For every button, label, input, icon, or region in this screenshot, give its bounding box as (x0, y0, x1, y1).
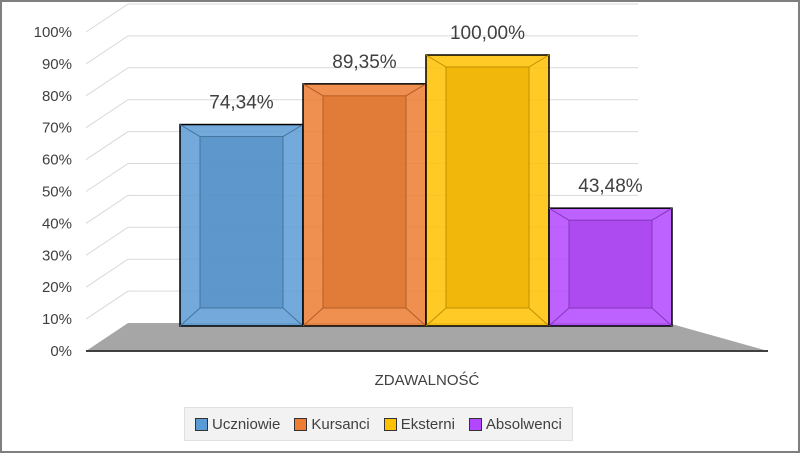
bar-edge (405, 307, 427, 327)
y-tick-label: 80% (42, 88, 72, 105)
legend-swatch (383, 417, 397, 431)
y-tick-label: 0% (50, 343, 72, 360)
data-label-absolwenci: 43,48% (578, 176, 643, 197)
bar-inner (199, 136, 284, 309)
gridline-diag (85, 194, 129, 224)
legend-label: Eksterni (400, 415, 455, 433)
bar-uczniowie (179, 123, 304, 327)
y-tick-label: 20% (42, 279, 72, 296)
chart-floor (86, 323, 768, 351)
legend-label: Absolwenci (485, 415, 562, 433)
bar-eksterni (425, 54, 550, 327)
y-tick-label: 30% (42, 247, 72, 264)
y-tick-label: 90% (42, 56, 72, 73)
data-labels: 74,34% 89,35% 100,00% 43,48% (209, 23, 643, 197)
bar-edge (282, 307, 304, 327)
gridline-diag (85, 290, 129, 320)
data-label-kursanci: 89,35% (332, 52, 397, 73)
bar-absolwenci (548, 207, 673, 327)
bar-edge (179, 124, 201, 137)
bar-edge (302, 83, 324, 97)
bar-inner (568, 219, 653, 309)
legend-label: Kursanci (311, 415, 370, 433)
y-tick-label: 10% (42, 311, 72, 328)
bar-edge (405, 83, 427, 97)
bar-edge (651, 207, 673, 221)
bars (179, 54, 673, 327)
gridline-diag (85, 131, 129, 161)
bar-edge (179, 307, 201, 327)
bar-inner (322, 95, 407, 309)
bar-edge (425, 54, 447, 68)
bar-edge (651, 307, 673, 327)
y-tick-label: 70% (42, 120, 72, 137)
legend-item-uczniowie: Uczniowie (195, 416, 280, 433)
y-axis: 0% 10% 20% 30% 40% 50% 60% 70% 80% 90% 100% (34, 24, 768, 360)
gridline-diag (85, 163, 129, 192)
bar-inner (445, 66, 530, 309)
gridline-diag (85, 3, 129, 33)
legend-swatch (195, 417, 208, 431)
gridline-diag (85, 35, 129, 65)
legend-swatch (294, 417, 308, 431)
y-tick-label: 60% (42, 152, 72, 169)
bar-kursanci (302, 83, 427, 327)
bar-edge (548, 207, 570, 221)
bar-edge (528, 54, 550, 68)
bar-edge (425, 307, 447, 327)
legend-swatch (468, 417, 482, 431)
y-tick-label: 100% (34, 24, 72, 41)
category-label: ZDAWALNOŚĆ (375, 371, 480, 389)
bar-edge (528, 307, 550, 327)
data-label-uczniowie: 74,34% (209, 93, 274, 114)
y-tick-label: 40% (42, 215, 72, 232)
legend-label: Uczniowie (212, 415, 281, 433)
legend-item-kursanci: Kursanci (294, 415, 370, 433)
data-label-eksterni: 100,00% (450, 23, 525, 44)
gridline-diag (85, 258, 129, 288)
legend-item-eksterni: Eksterni (383, 415, 455, 433)
bar-edge (548, 307, 570, 327)
bar-edge (282, 124, 304, 137)
legend: Uczniowie Kursanci Eksterni Absolwenci (184, 407, 573, 441)
gridline-diag (85, 226, 129, 256)
bar-edge (302, 307, 324, 327)
gridline-diag (85, 67, 129, 97)
legend-item-absolwenci: Absolwenci (468, 415, 562, 433)
y-tick-label: 50% (42, 184, 72, 201)
gridline-diag (85, 99, 129, 129)
